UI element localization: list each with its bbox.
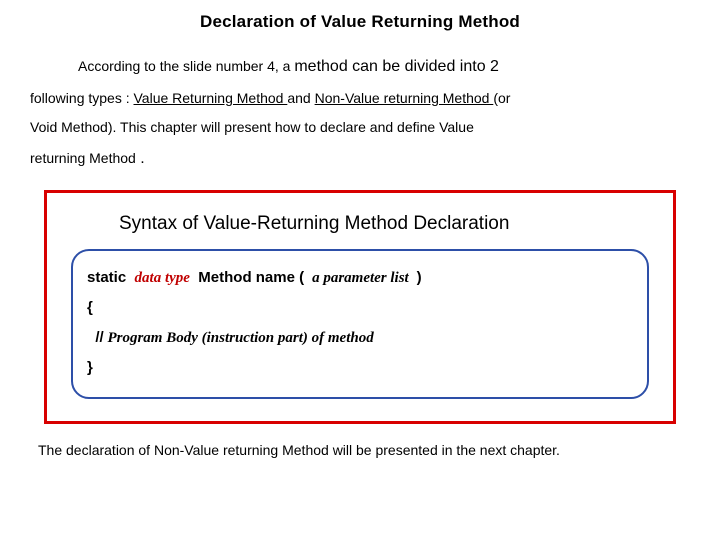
syntax-heading: Syntax of Value-Returning Method Declara…: [119, 213, 649, 235]
close-brace: }: [87, 353, 633, 383]
intro-paragraph: According to the slide number 4, a metho…: [30, 50, 690, 176]
syntax-blue-box: static data type Method name ( a paramet…: [71, 249, 649, 399]
kw-static: static: [87, 269, 126, 286]
para-lead: According to the slide number 4, a: [78, 58, 294, 74]
page-title: Declaration of Value Returning Method: [30, 12, 690, 32]
para-larger1: method can be divided into 2: [294, 58, 499, 75]
kw-paramlist: a parameter list: [308, 270, 412, 286]
kw-datatype: data type: [135, 270, 190, 286]
para-line3: Void Method). This chapter will present …: [30, 119, 474, 135]
paramlist-text: a parameter list: [312, 270, 409, 286]
comment-text: Program Body (instruction part) of metho…: [104, 330, 374, 346]
footer-note: The declaration of Non-Value returning M…: [38, 442, 690, 458]
para-line2b: (or: [493, 90, 510, 106]
para-mid: and: [287, 90, 314, 106]
open-brace: {: [87, 293, 633, 323]
para-line2a: following types :: [30, 90, 134, 106]
lparen: (: [299, 269, 304, 286]
para-dot: .: [136, 150, 145, 167]
para-line4a: returning Method: [30, 150, 136, 166]
syntax-red-box: Syntax of Value-Returning Method Declara…: [44, 190, 676, 424]
rparen: ): [417, 269, 422, 286]
syntax-signature-line: static data type Method name ( a paramet…: [87, 263, 633, 293]
para-u1: Value Returning Method: [134, 90, 288, 106]
para-u2: Non-Value returning Method: [315, 90, 494, 106]
syntax-body-line: // Program Body (instruction part) of me…: [87, 323, 633, 353]
kw-methodname: Method name: [198, 269, 295, 286]
comment-slashes: //: [95, 329, 103, 346]
